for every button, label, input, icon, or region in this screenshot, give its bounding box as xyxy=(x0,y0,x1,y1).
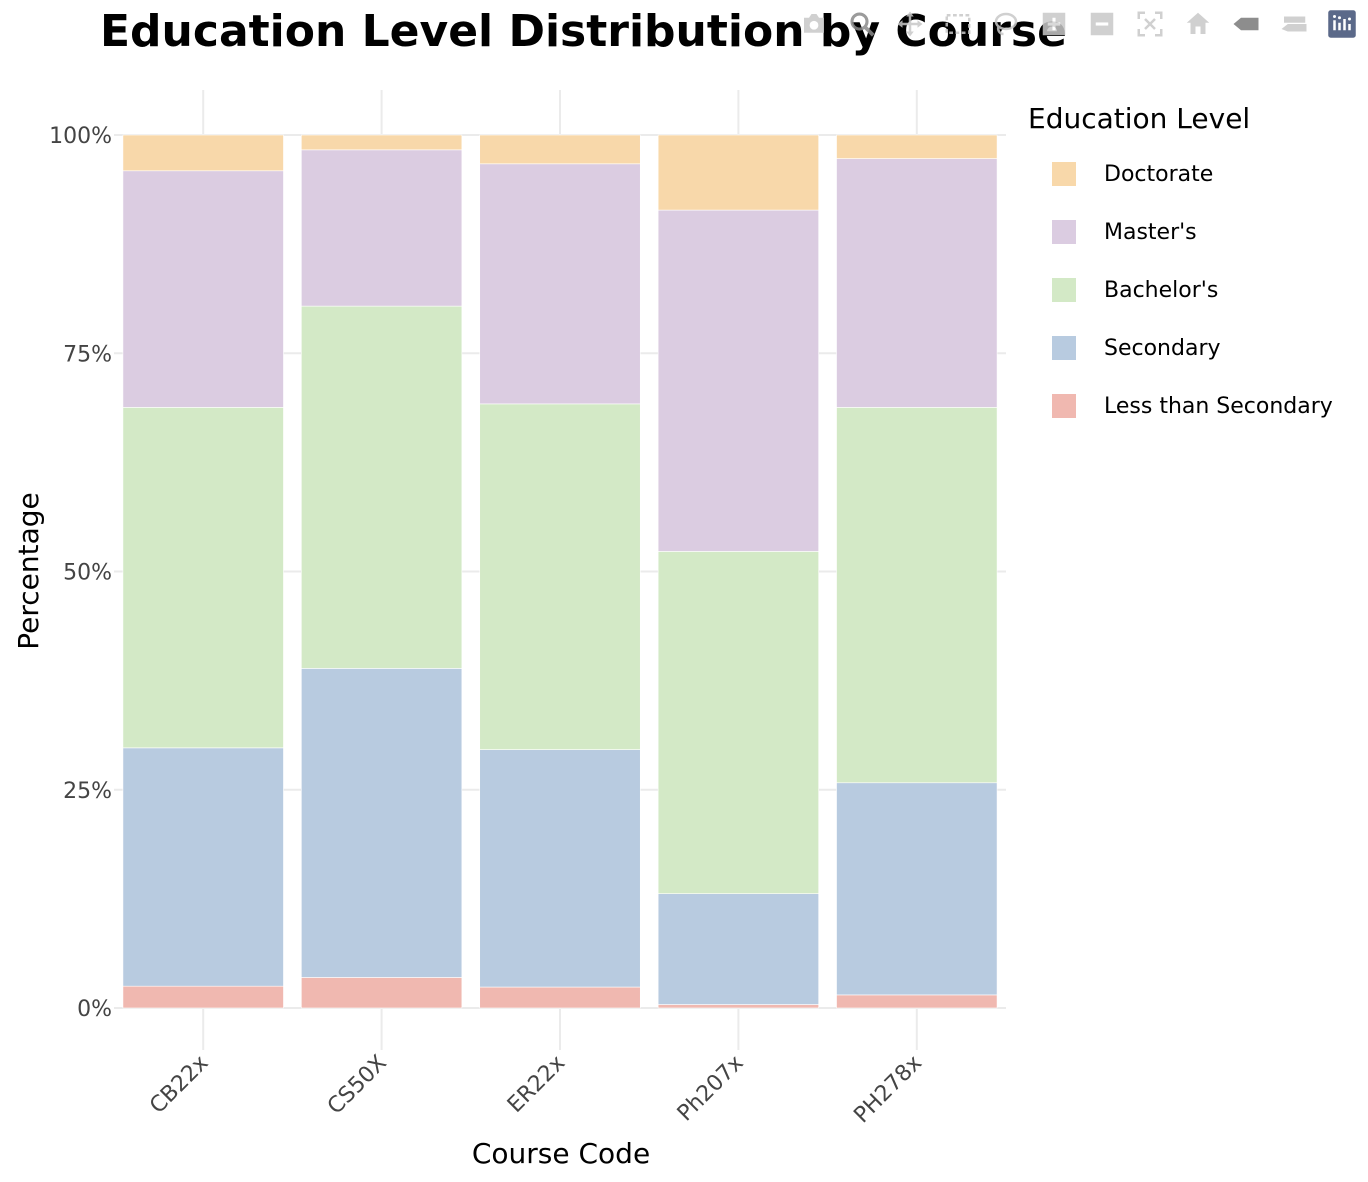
legend-swatch xyxy=(1052,278,1076,302)
bar-segment[interactable] xyxy=(836,782,998,996)
bar-segment[interactable] xyxy=(479,403,641,750)
autoscale-icon[interactable] xyxy=(1132,6,1168,42)
bar-segment[interactable] xyxy=(301,977,463,1009)
legend-label: Doctorate xyxy=(1104,161,1214,187)
lasso-icon[interactable] xyxy=(988,6,1024,42)
bar-segment[interactable] xyxy=(836,407,998,784)
box-select-icon[interactable] xyxy=(940,6,976,42)
x-tick-label: CB22x xyxy=(145,1051,213,1119)
legend-label: Less than Secondary xyxy=(1104,393,1333,419)
camera-icon[interactable] xyxy=(796,6,832,42)
y-tick-label: 0% xyxy=(77,997,112,1022)
compare-hover-icon[interactable] xyxy=(1276,6,1312,42)
y-tick-label: 100% xyxy=(49,124,112,149)
legend-swatch xyxy=(1052,162,1076,186)
y-axis-title: Percentage xyxy=(12,492,45,650)
bar-segment[interactable] xyxy=(301,305,463,669)
bar-segment[interactable] xyxy=(657,1004,819,1009)
bar-segment[interactable] xyxy=(657,209,819,552)
bar-segment[interactable] xyxy=(479,986,641,1009)
zoom-out-icon[interactable] xyxy=(1084,6,1120,42)
bar-segment[interactable] xyxy=(836,994,998,1009)
spike-lines-icon[interactable] xyxy=(1228,6,1264,42)
bars-group[interactable] xyxy=(122,134,998,1009)
x-axis-ticks: CB22x CS50X ER22x Ph207x PH278x xyxy=(145,1051,927,1129)
y-tick-label: 75% xyxy=(63,342,112,367)
bar-segment[interactable] xyxy=(122,407,284,749)
legend-label: Bachelor's xyxy=(1104,277,1219,303)
x-axis-title: Course Code xyxy=(472,1137,650,1170)
x-tick-label: CS50X xyxy=(323,1051,392,1120)
bar-segment[interactable] xyxy=(479,163,641,405)
legend-item[interactable]: Secondary xyxy=(1028,319,1333,377)
home-icon[interactable] xyxy=(1180,6,1216,42)
legend-items: Doctorate Master's Bachelor's Secondary Less… xyxy=(1028,145,1333,435)
plotly-logo-icon[interactable] xyxy=(1324,6,1360,42)
bar-segment[interactable] xyxy=(122,985,284,1009)
bar-segment[interactable] xyxy=(479,134,641,165)
bar-segment[interactable] xyxy=(657,893,819,1005)
bar-segment[interactable] xyxy=(836,158,998,408)
zoom-icon[interactable] xyxy=(844,6,880,42)
legend-label: Secondary xyxy=(1104,335,1221,361)
pan-icon[interactable] xyxy=(892,6,928,42)
legend-swatch xyxy=(1052,336,1076,360)
bar-segment[interactable] xyxy=(657,134,819,211)
legend-label: Master's xyxy=(1104,219,1197,245)
legend-item[interactable]: Bachelor's xyxy=(1028,261,1333,319)
legend-swatch xyxy=(1052,394,1076,418)
x-tick-label: ER22x xyxy=(503,1051,570,1118)
legend: Education Level Doctorate Master's Bachelo… xyxy=(1028,102,1333,435)
bar-segment[interactable] xyxy=(301,668,463,978)
bar-segment[interactable] xyxy=(479,749,641,988)
chart-title: Education Level Distribution by Course xyxy=(100,6,1067,57)
legend-item[interactable]: Less than Secondary xyxy=(1028,377,1333,435)
bar-segment[interactable] xyxy=(836,134,998,159)
legend-title: Education Level xyxy=(1028,102,1251,135)
x-tick-label: Ph207x xyxy=(673,1051,749,1127)
y-axis-ticks: 0% 25% 50% 75% 100% xyxy=(49,124,112,1022)
bar-segment[interactable] xyxy=(301,134,463,151)
y-tick-label: 50% xyxy=(63,561,112,586)
legend-item[interactable]: Master's xyxy=(1028,203,1333,261)
legend-swatch xyxy=(1052,220,1076,244)
y-tick-label: 25% xyxy=(63,779,112,804)
bar-segment[interactable] xyxy=(301,149,463,307)
bar-segment[interactable] xyxy=(122,170,284,408)
bar-segment[interactable] xyxy=(657,551,819,894)
zoom-in-icon[interactable] xyxy=(1036,6,1072,42)
bar-segment[interactable] xyxy=(122,134,284,172)
legend-item[interactable]: Doctorate xyxy=(1028,145,1333,203)
bar-segment[interactable] xyxy=(122,747,284,987)
x-tick-label: PH278x xyxy=(849,1051,927,1129)
modebar xyxy=(796,6,1360,42)
